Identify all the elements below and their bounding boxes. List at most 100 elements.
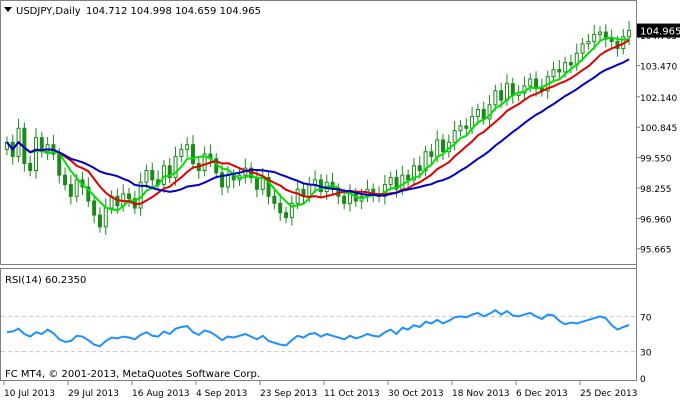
time-axis: 10 Jul 2013 29 Jul 2013 16 Aug 2013 4 Sep 2… — [3, 381, 638, 399]
time-tick-label: 11 Oct 2013 — [324, 389, 380, 399]
rsi-line — [6, 308, 630, 348]
candle-body — [592, 33, 597, 42]
candle-body — [551, 69, 556, 78]
candle-body — [347, 193, 352, 204]
candle-body — [86, 186, 91, 202]
candle-body — [627, 30, 632, 38]
ma-fast-line — [6, 36, 630, 212]
symbol-title: USDJPY,Daily — [16, 6, 81, 17]
candle-body — [45, 144, 50, 153]
candle-body — [458, 125, 463, 132]
candle-body — [493, 90, 498, 106]
candle-body — [127, 193, 132, 200]
candle-body — [63, 174, 68, 186]
rsi-tick-label: 70 — [640, 313, 652, 323]
main-panel-frame — [0, 0, 637, 265]
rsi-line-series — [6, 308, 630, 348]
rsi-tick-label: 30 — [640, 349, 652, 359]
candle-body — [563, 62, 568, 73]
time-tick-label: 16 Aug 2013 — [132, 389, 190, 399]
candle-body — [534, 78, 539, 89]
candle-body — [481, 109, 486, 120]
candle-body — [161, 165, 166, 186]
candle-body — [167, 165, 172, 179]
candle-body — [429, 151, 434, 157]
price-tick-label: 103.470 — [640, 63, 677, 73]
candle-body — [406, 174, 411, 181]
candle-body — [225, 174, 230, 188]
candle-body — [266, 177, 271, 197]
time-tick-label: 29 Jul 2013 — [68, 389, 119, 399]
ma-mid-line — [6, 39, 630, 206]
price-tick-label: 99.550 — [640, 155, 672, 165]
candle-body — [278, 202, 283, 214]
price-tick-label: 96.960 — [640, 215, 672, 225]
rsi-panel-frame — [0, 268, 637, 381]
candle-body — [307, 184, 312, 197]
candle-body — [92, 200, 97, 216]
candle-body — [97, 214, 102, 228]
candlestick-series — [4, 20, 632, 236]
time-tick-label: 30 Oct 2013 — [388, 389, 444, 399]
rsi-grid — [1, 315, 636, 353]
candle-body — [220, 172, 225, 188]
time-tick-label: 18 Nov 2013 — [452, 389, 510, 399]
candle-body — [57, 153, 62, 176]
candle-body — [295, 188, 300, 204]
candle-body — [388, 177, 393, 186]
candle-body — [173, 155, 178, 179]
time-tick-label: 23 Sep 2013 — [260, 389, 317, 399]
candle-body — [528, 78, 533, 87]
candle-body — [144, 170, 149, 183]
candle-body — [475, 109, 480, 118]
time-tick-label: 4 Sep 2013 — [196, 389, 247, 399]
candle-body — [103, 207, 108, 228]
candle-body — [74, 179, 79, 197]
candle-body — [39, 137, 44, 153]
candle-body — [185, 144, 190, 150]
candle-body — [598, 31, 603, 35]
candle-body — [411, 165, 416, 181]
price-tick-label: 100.845 — [640, 124, 677, 134]
dropdown-triangle-icon[interactable] — [4, 7, 12, 12]
price-axis: 95.665 96.960 98.255 99.550 100.845 102.140 10… — [636, 32, 677, 256]
candle-body — [441, 139, 446, 153]
candle-body — [499, 90, 504, 101]
candle-body — [150, 170, 155, 181]
rsi-title: RSI(14) 60.2350 — [5, 275, 86, 286]
current-price-tag: 104.965 — [637, 23, 680, 38]
candle-body — [423, 151, 428, 172]
candle-body — [452, 130, 457, 143]
candle-body — [272, 195, 277, 204]
copyright-text: FC MT4, © 2001-2013, MetaQuotes Software… — [5, 369, 260, 380]
price-tick-label: 98.255 — [640, 185, 672, 195]
candle-body — [179, 148, 184, 157]
candle-body — [33, 137, 38, 171]
current-price-label: 104.965 — [640, 27, 680, 38]
candle-body — [342, 195, 347, 204]
candle-body — [202, 153, 207, 171]
candle-body — [487, 104, 492, 120]
candle-body — [464, 125, 469, 129]
time-tick-label: 10 Jul 2013 — [4, 389, 55, 399]
candle-body — [609, 38, 614, 42]
candle-body — [28, 162, 33, 171]
moving-average-lines — [6, 36, 630, 212]
candle-body — [289, 202, 294, 218]
candle-body — [435, 139, 440, 157]
candle-body — [580, 43, 585, 54]
candle-body — [586, 40, 591, 45]
ma-slow-line — [6, 58, 630, 197]
time-tick-label: 6 Dec 2013 — [516, 389, 568, 399]
candle-body — [190, 144, 195, 164]
candle-body — [254, 177, 259, 190]
rsi-axis: 0 30 70 — [640, 313, 652, 385]
ohlc-values: 104.712 104.998 104.659 104.965 — [86, 6, 261, 17]
rsi-tick-label: 0 — [640, 375, 646, 385]
candle-body — [417, 165, 422, 172]
time-tick-label: 25 Dec 2013 — [580, 389, 638, 399]
candle-body — [68, 184, 73, 197]
price-tick-label: 102.140 — [640, 94, 677, 104]
price-tick-label: 95.665 — [640, 246, 672, 256]
